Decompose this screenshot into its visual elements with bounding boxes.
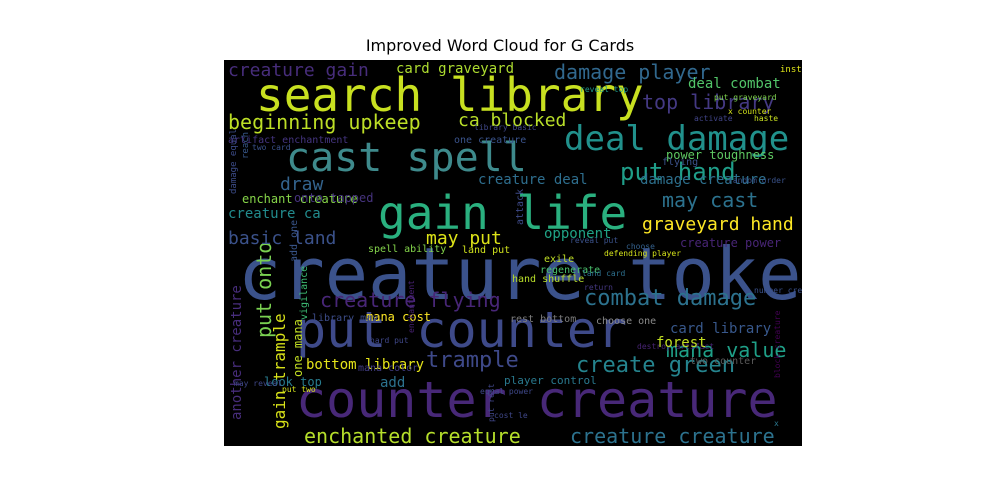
cloud-word: reveal put [570,236,619,245]
cloud-word: put counter [296,301,628,359]
cloud-word: trample [426,348,519,373]
cloud-word: regenerate [540,265,601,276]
cloud-word: put rest [487,383,496,422]
cloud-word: power toughness [666,148,775,162]
cloud-word: creature creature [570,424,775,446]
cloud-word: add one [289,219,300,262]
cloud-word: damage creature [640,172,767,188]
cloud-word: enchant creature [242,192,358,206]
cloud-word: creature token [238,232,802,316]
cloud-word: bottom library [306,357,425,373]
cloud-word: counter creature [296,371,778,429]
cloud-word: reach [241,131,251,159]
cloud-word: attack [515,188,526,225]
cloud-word: combat damage [584,286,757,311]
cloud-word: may put [426,228,502,249]
cloud-word: land put [462,245,511,256]
cloud-word: instead [780,65,802,75]
cloud-word: creature deal [478,172,588,188]
cloud-word: haste [754,114,779,123]
cloud-word: another creature [229,285,245,420]
cloud-word: destroy artifact [637,342,715,351]
cloud-word: two card [252,143,291,152]
cloud-word: damage player [554,60,711,84]
cloud-word: land card [582,269,626,278]
cloud-word: rest bottom [510,314,577,325]
cloud-word: return [584,283,613,292]
cloud-word: library basic [474,123,537,132]
cloud-word: vigilance [299,265,310,320]
cloud-word: enchantment [407,280,416,333]
cloud-word: mana color [358,363,419,374]
cloud-word: x counter [728,107,772,116]
cloud-word: number creature [754,286,802,295]
cloud-word: flying [662,157,699,168]
cloud-word: exile [544,254,575,265]
cloud-word: library may [312,313,379,324]
cloud-word: card graveyard [396,61,515,77]
cloud-word: choose one [596,316,657,327]
cloud-word: one mana [291,319,305,377]
cloud-word: deal damage [564,119,790,159]
cloud-word: artifact enchantment [228,135,349,146]
cloud-word: player control [504,374,597,387]
cloud-word: damage equal [229,128,239,194]
cloud-word: put two [282,385,316,394]
cloud-word: search library [256,68,644,122]
cloud-word: add [380,375,406,391]
cloud-word: creature gain [228,60,369,81]
cloud-word: gain life [378,186,628,240]
cloud-word: draw [280,174,324,195]
chart-title: Improved Word Cloud for G Cards [365,36,635,55]
cloud-word: gain trample [270,313,289,429]
cloud-word: put hand [620,158,736,186]
cloud-word: mana value [666,338,787,362]
cloud-word: block creature [773,310,782,378]
cloud-word: top library [642,90,775,114]
cloud-word: may reveal [234,379,283,388]
cloud-word: opponent [544,226,612,242]
cloud-word: deal combat [688,76,781,92]
cloud-word: spell ability [368,244,447,255]
cloud-word: one creature [454,135,527,146]
cloud-word: mana cost [366,310,432,324]
word-cloud-canvas: creature token put counter counter creatur… [224,60,802,446]
cloud-word: may cast [662,188,759,212]
cloud-word: cost le [494,411,528,420]
cloud-word: equal power [480,387,533,396]
cloud-word: defending player [604,249,682,258]
cloud-word: x [774,419,779,428]
cloud-word: activate [694,114,733,123]
cloud-word: two counter [690,356,757,367]
cloud-word: graveyard hand [642,214,794,235]
cloud-word: hand shuffle [512,274,585,285]
cloud-word: create green [576,353,735,378]
cloud-word: hard put [370,336,409,345]
cloud-word: choose [626,242,655,251]
cloud-word: enchanted creature [304,424,521,446]
cloud-word: beginning upkeep [228,110,421,134]
cloud-word: forest [656,335,707,351]
cloud-word: ca blocked [458,110,567,131]
cloud-word: put graveyard [714,93,777,102]
cloud-word: card library [670,321,772,337]
cloud-word: onto tapped [294,191,374,205]
cloud-word: basic land [228,228,337,249]
cloud-word: creature flying [320,288,501,312]
cloud-word: creature power [680,236,782,250]
cloud-word: cast spell [286,135,527,181]
cloud-word: random order [728,176,786,185]
cloud-word: look top [264,375,322,389]
cloud-word: creature ca [228,206,321,222]
cloud-word: reveal top [580,85,629,94]
